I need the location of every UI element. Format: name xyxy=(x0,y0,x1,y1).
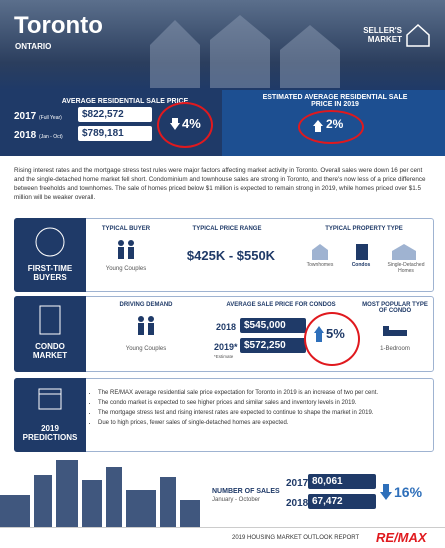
down-arrow xyxy=(170,118,180,130)
year: 2017 xyxy=(286,478,309,489)
icon xyxy=(39,305,61,335)
column-title: TYPICAL BUYER xyxy=(101,226,151,232)
highlight-circle xyxy=(157,102,213,148)
sales-box: 80,061 xyxy=(308,474,376,489)
prediction-list: The RE/MAX average residential sale pric… xyxy=(88,388,434,428)
property-type: Townhomes xyxy=(306,262,334,268)
price-box: $822,572 xyxy=(78,107,152,122)
popular: 1-Bedroom xyxy=(380,346,410,352)
section-label-bg xyxy=(14,378,86,452)
badge: SELLER'S MARKET xyxy=(363,26,402,44)
year: 2018 xyxy=(216,322,237,332)
column-title: TYPICAL PRICE RANGE xyxy=(192,226,262,232)
demand: Young Couples xyxy=(125,346,167,352)
prediction: The RE/MAX average residential sale pric… xyxy=(98,388,434,398)
property-type: Single-Detached Homes xyxy=(387,262,425,274)
condo-change: 5% xyxy=(326,326,345,341)
highlight-circle xyxy=(298,110,364,144)
price-box: $789,181 xyxy=(78,126,152,141)
houses xyxy=(150,15,340,88)
prediction: The mortgage stress test and rising inte… xyxy=(98,408,434,418)
year: 2018 xyxy=(286,498,309,509)
price-range: $425K - $550K xyxy=(186,248,276,263)
section-label: CONDO MARKET xyxy=(32,342,68,360)
province: ONTARIO xyxy=(15,42,52,51)
up-arrow xyxy=(313,120,323,132)
badge-icon xyxy=(406,23,430,47)
column-title: DRIVING DEMAND xyxy=(119,302,173,308)
section-label: 2019 PREDICTIONS xyxy=(22,424,78,442)
footer-brand: RE/MAX xyxy=(376,530,427,545)
summary: Rising interest rates and the mortgage s… xyxy=(14,167,426,201)
sales-change: 16% xyxy=(394,484,423,500)
period: (Full Year) xyxy=(39,115,62,121)
property-icons xyxy=(312,244,416,260)
year-text: 2017 xyxy=(14,111,37,122)
prediction: The condo market is expected to see high… xyxy=(98,398,434,408)
footer-rule xyxy=(0,527,445,528)
note: *Estimate xyxy=(214,354,234,359)
couple-icon xyxy=(118,240,134,259)
year: 2019* xyxy=(214,342,238,352)
price-change: 4% xyxy=(182,116,201,131)
year-text: 2018 xyxy=(14,130,37,141)
buyer: Young Couples xyxy=(105,266,147,272)
city: Toronto xyxy=(14,12,103,39)
highlight-circle xyxy=(304,312,360,366)
prediction: Due to high prices, fewer sales of singl… xyxy=(98,418,434,428)
calendar-icon xyxy=(38,388,62,410)
section-label-bg xyxy=(14,218,86,292)
year: 2017 (Full Year) xyxy=(14,111,62,122)
icon xyxy=(35,227,65,257)
down-arrow xyxy=(380,484,392,500)
bed-icon xyxy=(383,326,407,336)
sales-period: January - October xyxy=(212,497,261,503)
price-title: AVERAGE RESIDENTIAL SALE PRICE xyxy=(61,98,189,105)
sales-box: 67,472 xyxy=(308,494,376,509)
column-title: TYPICAL PROPERTY TYPE xyxy=(325,226,403,232)
column-title: AVERAGE SALE PRICE FOR CONDOS xyxy=(226,302,336,308)
couple-icon xyxy=(138,316,154,335)
up-arrow xyxy=(314,326,324,342)
price-box: $572,250 xyxy=(240,338,306,353)
estimate-change: 2% xyxy=(326,117,344,131)
price-box: $545,000 xyxy=(240,318,306,333)
column-title: MOST POPULAR TYPE OF CONDO xyxy=(362,302,428,314)
year: 2018 (Jan - Oct) xyxy=(14,130,63,141)
property-type: Condos xyxy=(351,262,371,268)
section-label: FIRST-TIME BUYERS xyxy=(27,264,73,282)
footer-report: 2019 HOUSING MARKET OUTLOOK REPORT xyxy=(232,535,360,541)
period: (Jan - Oct) xyxy=(39,134,63,140)
estimate-title: ESTIMATED AVERAGE RESIDENTIAL SALE PRICE… xyxy=(262,94,408,108)
sales-title: NUMBER OF SALES xyxy=(212,488,280,495)
